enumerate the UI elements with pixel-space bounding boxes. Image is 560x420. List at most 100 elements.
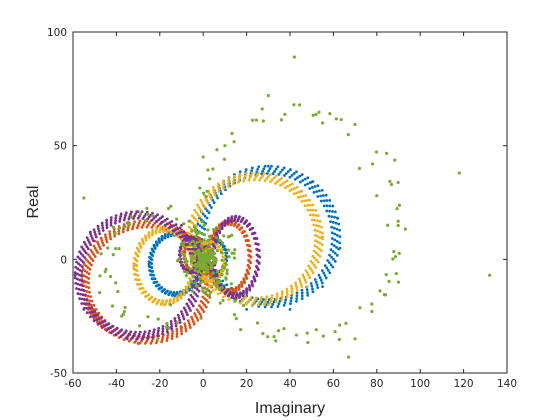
series-4-point bbox=[226, 248, 231, 252]
series-4-point bbox=[204, 252, 209, 256]
series-0-point bbox=[244, 168, 248, 171]
series-2-point bbox=[231, 182, 235, 186]
series-2-point bbox=[252, 178, 256, 182]
series-3-point bbox=[129, 212, 132, 216]
series-4-point bbox=[146, 212, 150, 216]
series-1-point bbox=[100, 239, 104, 242]
series-4-point bbox=[339, 117, 343, 122]
series-2-point bbox=[290, 289, 294, 293]
series-4-point bbox=[314, 328, 318, 332]
series-1-point bbox=[191, 318, 194, 321]
series-4-point bbox=[145, 206, 149, 210]
series-3-point bbox=[135, 337, 139, 341]
series-2-point bbox=[283, 180, 287, 184]
series-1-point bbox=[87, 272, 91, 276]
series-0-point bbox=[328, 204, 332, 208]
series-4-point bbox=[204, 195, 208, 199]
series-1-point bbox=[83, 262, 86, 266]
series-4-point bbox=[123, 305, 127, 310]
series-2-point bbox=[254, 176, 257, 179]
series-3-point bbox=[77, 262, 80, 266]
series-2-point bbox=[311, 271, 315, 275]
series-4-point bbox=[209, 248, 213, 252]
series-0-point bbox=[153, 247, 157, 250]
series-4-point bbox=[211, 167, 215, 171]
series-4-point bbox=[215, 270, 220, 274]
series-2-point bbox=[249, 173, 253, 177]
series-1-point bbox=[213, 234, 217, 237]
series-0-point bbox=[323, 274, 327, 277]
series-2-point bbox=[190, 214, 194, 218]
series-2-point bbox=[212, 191, 216, 194]
series-0-point bbox=[250, 166, 254, 170]
series-4-point bbox=[205, 258, 210, 262]
series-3-point bbox=[191, 284, 195, 288]
series-0-point bbox=[335, 246, 338, 249]
series-0-point bbox=[301, 179, 305, 182]
series-0-point bbox=[308, 187, 312, 190]
series-2-point bbox=[144, 238, 148, 242]
series-2-point bbox=[302, 199, 306, 203]
series-3-point bbox=[123, 331, 127, 335]
series-2-point bbox=[165, 299, 169, 302]
series-0-point bbox=[303, 183, 307, 187]
series-0-point bbox=[312, 190, 316, 194]
series-2-point bbox=[258, 178, 262, 182]
series-2-point bbox=[203, 205, 206, 209]
series-4-point bbox=[266, 335, 270, 339]
series-2-point bbox=[299, 195, 303, 199]
series-0-point bbox=[316, 286, 320, 289]
series-1-point bbox=[154, 341, 158, 345]
series-3-point bbox=[182, 266, 186, 269]
series-3-point bbox=[93, 310, 96, 313]
series-0-point bbox=[150, 262, 154, 265]
series-2-point bbox=[150, 295, 154, 299]
series-1-point bbox=[101, 241, 105, 245]
series-2-point bbox=[308, 203, 312, 207]
series-3-point bbox=[91, 314, 95, 318]
series-4-point bbox=[222, 234, 226, 238]
series-0-point bbox=[151, 254, 155, 258]
series-1-point bbox=[133, 220, 136, 224]
series-4-point bbox=[233, 248, 237, 252]
series-1-point bbox=[192, 320, 195, 324]
series-3-point bbox=[80, 259, 83, 262]
series-1-point bbox=[98, 245, 101, 248]
series-4-point bbox=[156, 317, 160, 321]
series-3-point bbox=[165, 330, 169, 334]
series-4-point bbox=[230, 131, 234, 136]
series-2-point bbox=[313, 228, 317, 232]
series-4-point bbox=[395, 206, 399, 211]
series-2-point bbox=[135, 264, 139, 268]
series-2-point bbox=[186, 231, 190, 235]
series-3-point bbox=[109, 216, 113, 220]
series-4-point bbox=[397, 251, 401, 255]
series-3-point bbox=[134, 330, 137, 334]
series-4-point bbox=[189, 259, 193, 264]
series-3-point bbox=[84, 251, 88, 255]
series-4-point bbox=[137, 324, 142, 328]
series-3-point bbox=[181, 263, 185, 267]
series-0-point bbox=[207, 211, 211, 215]
series-4-point bbox=[190, 229, 194, 233]
series-4-point bbox=[305, 331, 309, 335]
series-0-point bbox=[309, 282, 313, 285]
series-0-point bbox=[324, 193, 328, 197]
series-1-point bbox=[82, 274, 86, 278]
series-0-point bbox=[328, 253, 331, 257]
series-3-point bbox=[186, 313, 189, 317]
series-2-point bbox=[182, 289, 185, 292]
series-1-point bbox=[202, 310, 206, 314]
series-1-point bbox=[122, 338, 126, 341]
series-2-point bbox=[321, 237, 324, 241]
series-0-point bbox=[320, 269, 324, 272]
series-0-point bbox=[271, 172, 275, 176]
series-1-point bbox=[175, 335, 179, 338]
series-4-point bbox=[201, 286, 205, 290]
series-2-point bbox=[196, 213, 200, 216]
series-1-point bbox=[88, 255, 92, 259]
series-0-point bbox=[335, 239, 339, 243]
series-0-point bbox=[155, 243, 159, 247]
series-4-point bbox=[197, 257, 201, 261]
series-3-point bbox=[190, 302, 194, 306]
